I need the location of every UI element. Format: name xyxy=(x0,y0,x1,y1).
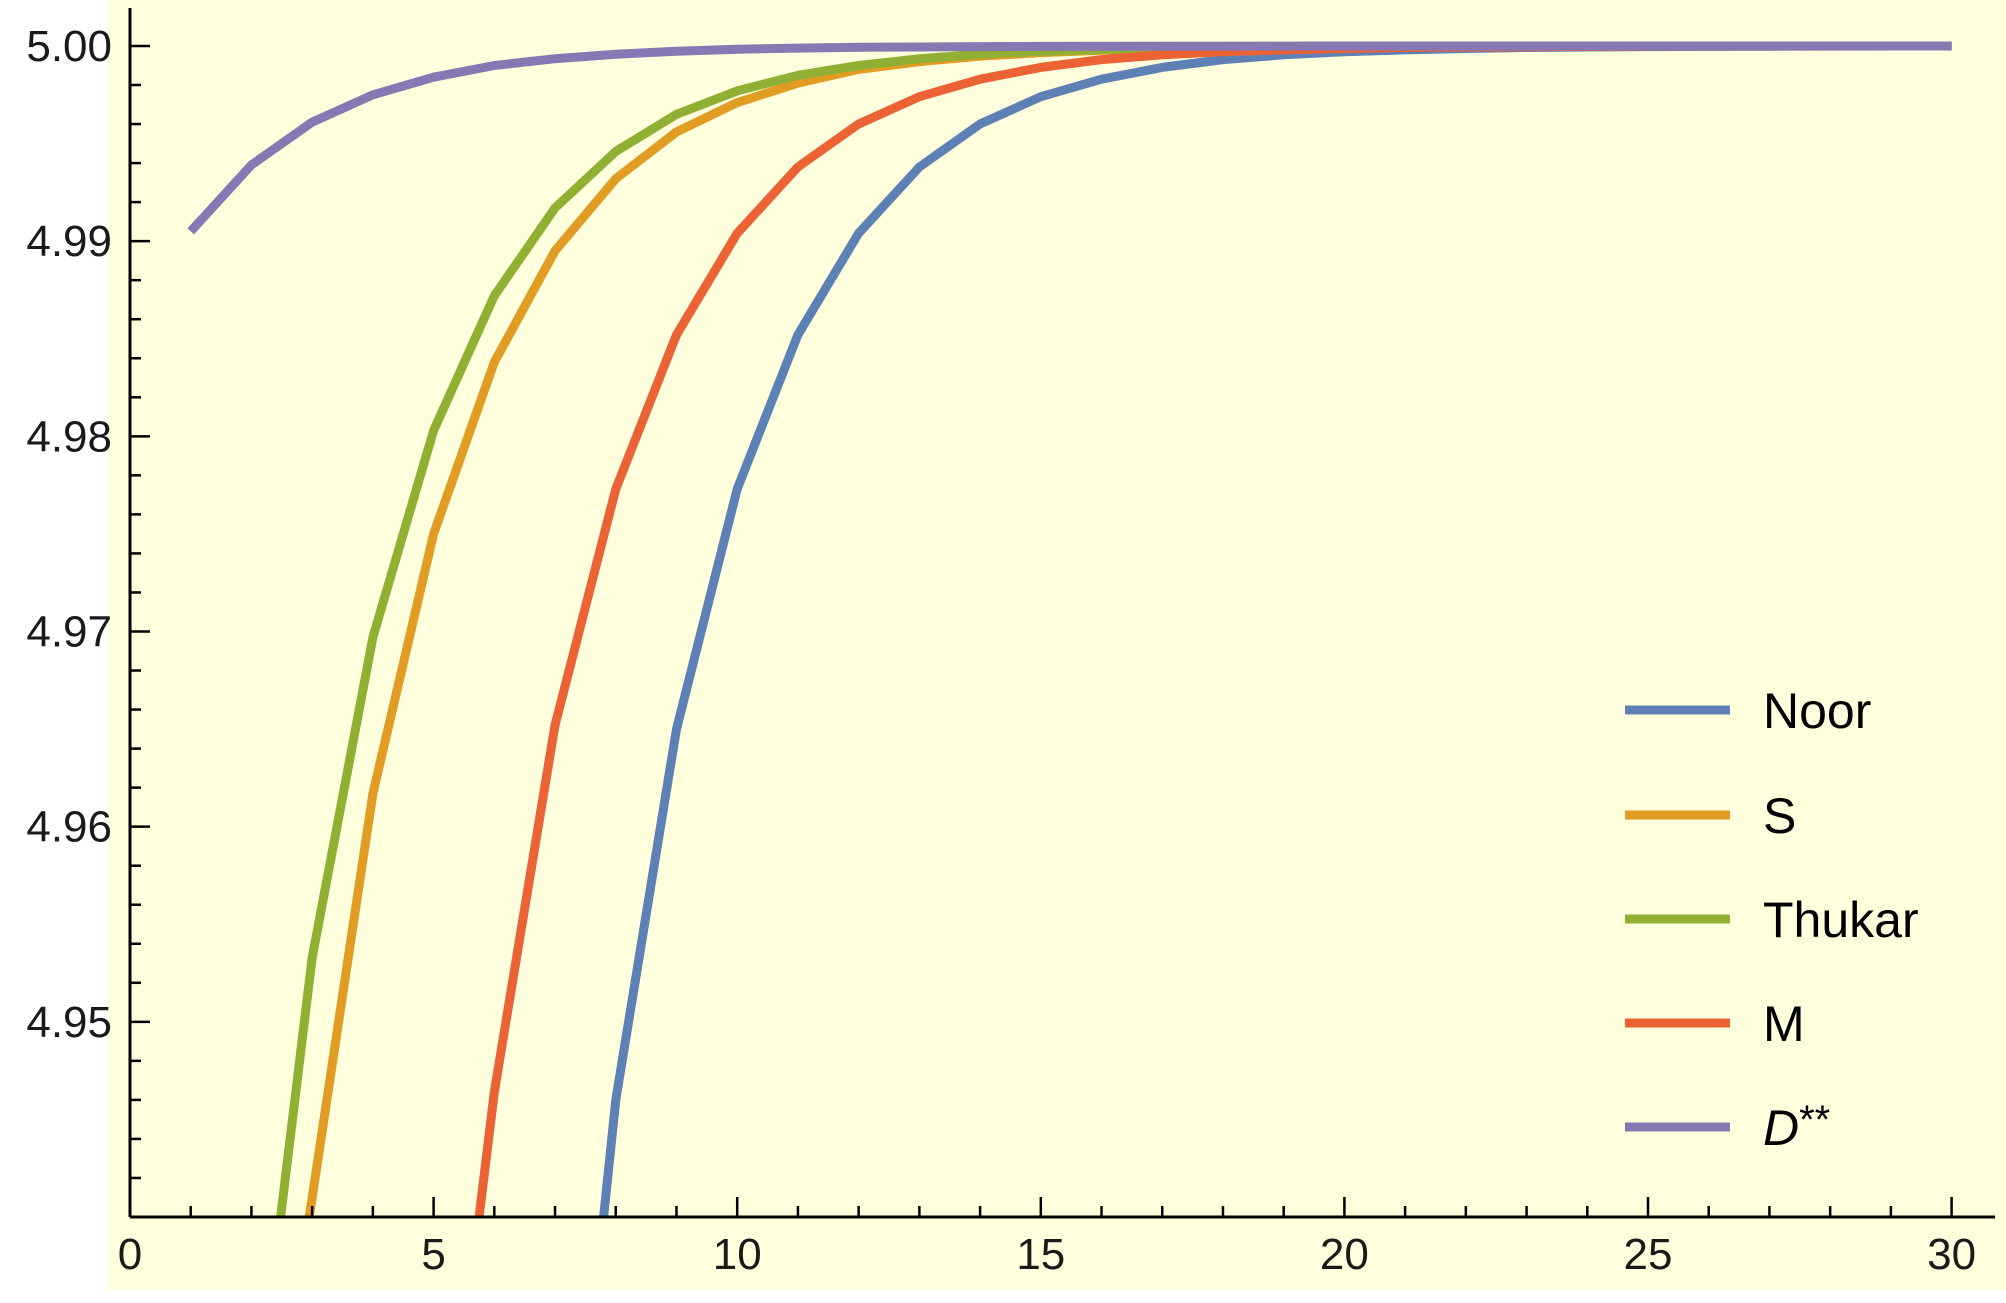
y-tick-label: 4.98 xyxy=(26,412,112,461)
x-tick-label: 15 xyxy=(1016,1230,1065,1279)
series-layer xyxy=(187,41,1952,1218)
legend: Noor S Thukar M D** xyxy=(1625,683,1919,1156)
legend-label-1: Noor xyxy=(1763,683,1871,739)
legend-label-3: Thukar xyxy=(1763,892,1919,948)
x-tick-label: 0 xyxy=(118,1230,142,1279)
x-tick-label: 20 xyxy=(1320,1230,1369,1279)
series-line-5 xyxy=(187,41,1952,235)
y-tick-label: 4.96 xyxy=(26,803,112,852)
axes-layer: 0 5 10 15 20 25 30 4.95 4.96 4.97 4.98 4.99 5.00 xyxy=(26,8,1995,1279)
legend-label-5: D** xyxy=(1763,1098,1830,1156)
x-tick-label: 25 xyxy=(1624,1230,1673,1279)
y-tick-label: 4.97 xyxy=(26,607,112,656)
legend-label-4: M xyxy=(1763,996,1805,1052)
x-tick-label: 5 xyxy=(421,1230,445,1279)
x-tick-label: 10 xyxy=(713,1230,762,1279)
x-tick-label: 30 xyxy=(1927,1230,1976,1279)
y-tick-label: 4.99 xyxy=(26,217,112,266)
y-tick-label: 5.00 xyxy=(26,22,112,71)
legend-label-2: S xyxy=(1763,788,1796,844)
plot-background xyxy=(108,0,2006,1290)
y-tick-label: 4.95 xyxy=(26,998,112,1047)
